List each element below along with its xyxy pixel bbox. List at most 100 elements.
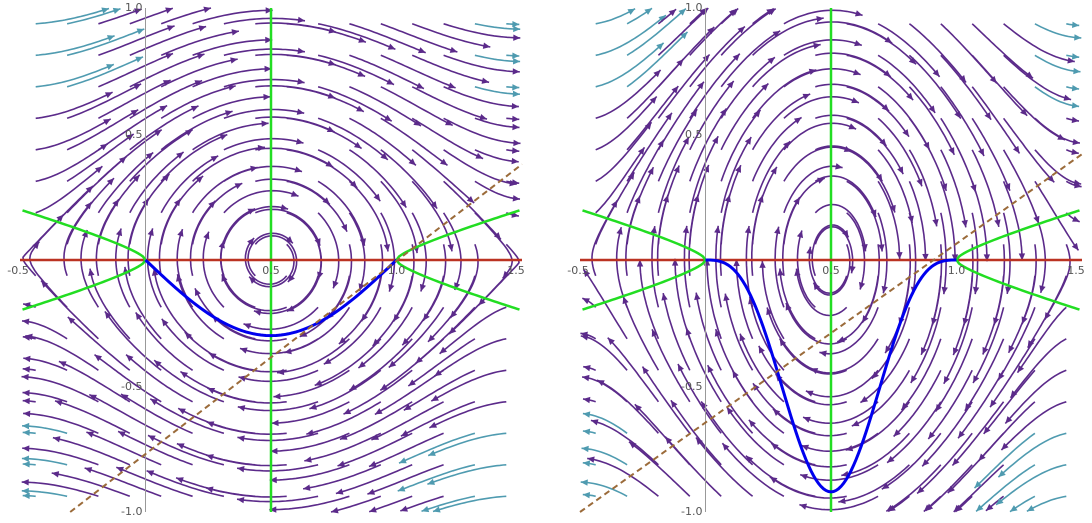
streamline-arrow bbox=[712, 136, 719, 144]
streamline-arrow bbox=[380, 152, 388, 160]
streamline bbox=[223, 108, 305, 120]
streamline bbox=[21, 457, 68, 466]
streamline-arrow bbox=[126, 134, 134, 141]
streamline bbox=[1034, 54, 1081, 73]
streamline bbox=[254, 234, 298, 283]
streamline bbox=[819, 307, 879, 355]
streamline bbox=[40, 280, 99, 340]
streamline bbox=[846, 86, 910, 138]
streamline-arrow bbox=[1039, 285, 1046, 293]
streamline bbox=[66, 28, 145, 57]
streamline-arrow bbox=[680, 31, 688, 40]
streamline-arrow bbox=[783, 141, 791, 149]
streamline bbox=[317, 149, 381, 202]
streamline-arrow bbox=[264, 65, 272, 73]
streamline bbox=[191, 182, 243, 245]
streamline-arrow bbox=[353, 141, 362, 149]
streamline-arrow bbox=[901, 402, 909, 411]
streamline-arrow bbox=[1071, 242, 1079, 251]
streamline-arrow bbox=[337, 460, 346, 467]
streamline bbox=[317, 86, 393, 122]
streamline bbox=[670, 399, 722, 466]
streamline-arrow bbox=[902, 129, 909, 137]
streamline-arrow bbox=[858, 281, 866, 290]
streamline bbox=[248, 243, 295, 288]
streamline-arrow bbox=[673, 165, 680, 174]
streamline bbox=[403, 369, 476, 411]
streamline-arrow bbox=[748, 419, 756, 428]
streamline-arrow bbox=[925, 503, 934, 511]
streamline bbox=[973, 432, 1036, 489]
streamline bbox=[400, 401, 476, 437]
streamline bbox=[348, 180, 389, 252]
streamline-arrow bbox=[297, 16, 306, 24]
streamline-arrow bbox=[416, 82, 424, 89]
streamline-arrow bbox=[388, 284, 395, 292]
streamline bbox=[255, 208, 321, 247]
streamline bbox=[348, 338, 413, 392]
streamline-arrow bbox=[983, 254, 991, 262]
streamline-arrow bbox=[236, 496, 245, 504]
streamline bbox=[877, 149, 913, 224]
streamline bbox=[58, 360, 131, 403]
streamline-arrow bbox=[896, 252, 903, 260]
streamline-arrow bbox=[837, 336, 845, 343]
streamline bbox=[720, 109, 762, 182]
streamline bbox=[317, 23, 396, 51]
streamline-arrow bbox=[270, 447, 278, 455]
streamline bbox=[443, 86, 519, 108]
streamline-arrow bbox=[512, 195, 520, 202]
streamline-arrow bbox=[22, 422, 30, 430]
streamline bbox=[802, 401, 879, 424]
streamline bbox=[596, 379, 660, 434]
streamline-arrow bbox=[1067, 57, 1075, 64]
streamline bbox=[927, 369, 973, 440]
streamline-arrow bbox=[502, 270, 510, 279]
streamline-arrow bbox=[774, 226, 781, 235]
streamline bbox=[783, 177, 826, 245]
streamline-arrow bbox=[309, 403, 318, 410]
streamline-arrow bbox=[978, 453, 986, 461]
streamline-arrow bbox=[699, 8, 707, 16]
streamline-arrow bbox=[779, 338, 787, 347]
streamline-arrow bbox=[447, 243, 454, 252]
streamline-arrow bbox=[380, 383, 388, 391]
streamline-arrow bbox=[133, 83, 142, 90]
streamline bbox=[783, 9, 863, 25]
streamline-arrow bbox=[587, 456, 595, 463]
streamline-arrow bbox=[88, 268, 95, 277]
streamline-arrow bbox=[1063, 94, 1072, 101]
streamline bbox=[207, 387, 287, 404]
streamline-arrow bbox=[953, 504, 961, 512]
streamline bbox=[66, 109, 139, 151]
streamline-arrow bbox=[1018, 253, 1026, 261]
streamline bbox=[474, 149, 519, 163]
streamline-arrow bbox=[978, 148, 985, 157]
streamline-arrow bbox=[434, 369, 442, 377]
streamline-arrow bbox=[374, 408, 383, 415]
streamline-arrow bbox=[430, 201, 438, 209]
streamline bbox=[940, 54, 992, 121]
streamline-arrow bbox=[984, 112, 992, 120]
streamline-arrow bbox=[1026, 505, 1035, 512]
streamline bbox=[21, 375, 99, 403]
streamline bbox=[236, 464, 319, 472]
streamline bbox=[779, 338, 847, 375]
streamline-arrow bbox=[22, 492, 30, 500]
streamline-arrow bbox=[998, 372, 1005, 381]
streamline-arrow bbox=[154, 360, 162, 368]
streamline-arrow bbox=[802, 93, 811, 100]
streamline-arrow bbox=[766, 307, 773, 316]
streamline bbox=[595, 146, 646, 214]
streamline-arrow bbox=[32, 241, 40, 250]
streamline-arrow bbox=[338, 337, 347, 344]
streamline-arrow bbox=[810, 368, 819, 374]
streamline bbox=[799, 495, 879, 511]
streamline bbox=[595, 42, 665, 88]
streamline-arrow bbox=[983, 426, 991, 434]
streamline-arrow bbox=[103, 118, 111, 126]
streamline-arrow bbox=[177, 229, 184, 237]
streamline-arrow bbox=[23, 355, 31, 363]
streamline bbox=[814, 175, 877, 218]
streamline bbox=[317, 180, 366, 246]
